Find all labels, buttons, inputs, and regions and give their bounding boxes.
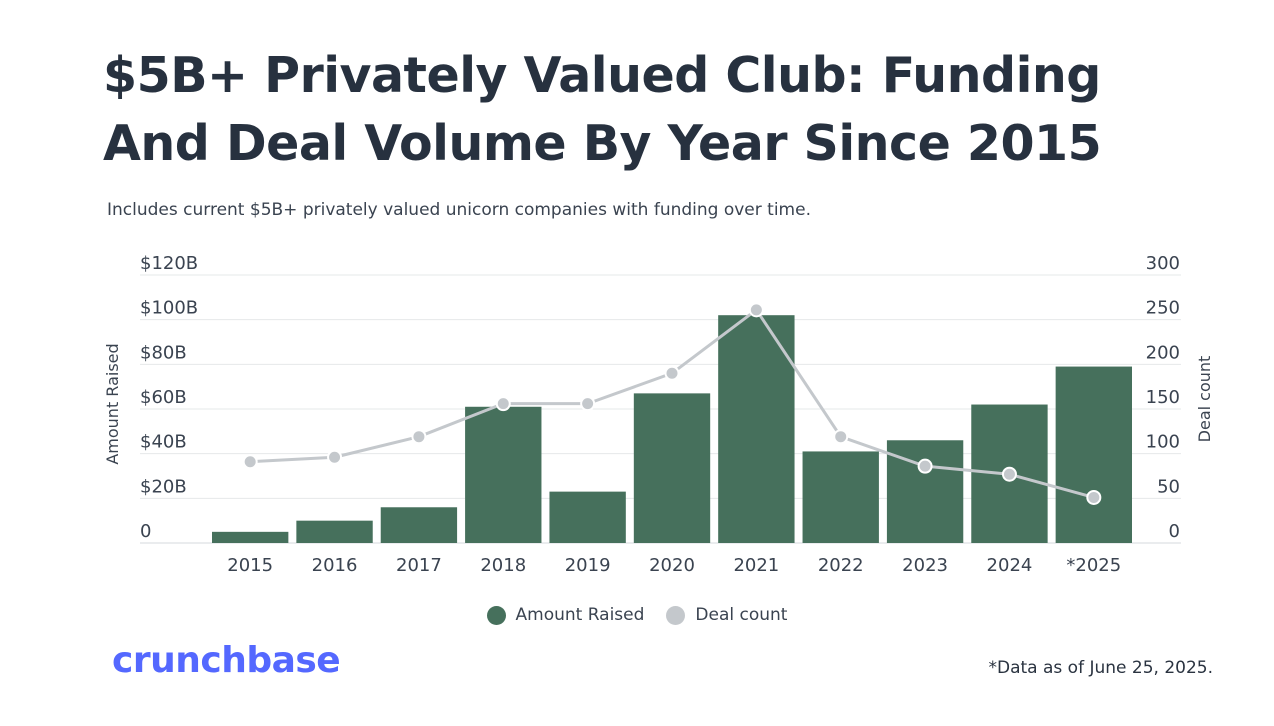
y2-axis-title: Deal count <box>1195 356 1214 443</box>
deal-count-point <box>242 454 258 470</box>
y2-tick-label: 50 <box>1157 476 1180 497</box>
bar <box>802 451 879 543</box>
bar <box>296 520 373 543</box>
bar <box>465 406 542 543</box>
y2-tick-label: 100 <box>1146 432 1180 453</box>
bar-series <box>212 315 1132 543</box>
y-tick-label: $60B <box>140 387 187 408</box>
x-tick-label: 2015 <box>227 555 273 576</box>
legend: Amount Raised Deal count <box>0 605 1274 625</box>
legend-label-deal-count: Deal count <box>695 605 788 625</box>
x-tick-label: 2021 <box>733 555 779 576</box>
legend-item-deal-count[interactable]: Deal count <box>666 605 787 625</box>
bar <box>1055 366 1132 543</box>
x-tick-label: 2024 <box>987 555 1033 576</box>
deal-count-point <box>411 429 427 445</box>
y2-tick-label: 150 <box>1146 387 1180 408</box>
y-tick-label: $40B <box>140 432 187 453</box>
y2-tick-label: 250 <box>1146 298 1180 319</box>
chart-subtitle: Includes current $5B+ privately valued u… <box>107 200 811 220</box>
legend-swatch-deal-count <box>666 605 686 625</box>
deal-count-point <box>495 396 511 412</box>
y-tick-label: $80B <box>140 342 187 363</box>
x-tick-label: *2025 <box>1066 555 1121 576</box>
y-tick-label: $20B <box>140 476 187 497</box>
deal-count-point <box>917 458 933 474</box>
y2-tick-label: 300 <box>1146 253 1180 274</box>
crunchbase-logo: crunchbase <box>112 640 341 681</box>
deal-count-point <box>748 302 764 318</box>
deal-count-point <box>664 365 680 381</box>
bar <box>549 491 626 543</box>
bar <box>212 531 289 543</box>
y2-tick-label: 200 <box>1146 342 1180 363</box>
y-tick-label: $100B <box>140 298 198 319</box>
axis-labels: 0 0 $20B 50 $40B 100 $60B 150 $80B 200 $100B 250 $12… <box>103 253 1214 576</box>
deal-count-point <box>580 396 596 412</box>
x-tick-label: 2019 <box>565 555 611 576</box>
x-tick-label: 2020 <box>649 555 695 576</box>
x-tick-label: 2023 <box>902 555 948 576</box>
footnote: *Data as of June 25, 2025. <box>988 658 1214 678</box>
y-tick-label: 0 <box>140 521 151 542</box>
bar <box>718 315 795 543</box>
line-series <box>242 302 1102 505</box>
bar <box>380 507 458 543</box>
x-tick-label: 2016 <box>312 555 358 576</box>
x-tick-label: 2018 <box>480 555 526 576</box>
x-tick-label: 2022 <box>818 555 864 576</box>
deal-count-point <box>833 429 849 445</box>
y2-tick-label: 0 <box>1169 521 1180 542</box>
legend-swatch-amount-raised <box>486 605 506 625</box>
combo-chart: 0 0 $20B 50 $40B 100 $60B 150 $80B 200 $100B 250 $12… <box>103 253 1214 576</box>
bar <box>633 393 711 543</box>
x-tick-label: 2017 <box>396 555 442 576</box>
legend-item-amount-raised[interactable]: Amount Raised <box>486 605 645 625</box>
y-axis-title: Amount Raised <box>103 343 122 464</box>
chart-title: $5B+ Privately Valued Club: Funding And … <box>103 47 1102 172</box>
legend-label-amount-raised: Amount Raised <box>515 605 645 625</box>
deal-count-point <box>1001 466 1017 482</box>
deal-count-point <box>327 449 343 465</box>
y-tick-label: $120B <box>140 253 198 274</box>
deal-count-point <box>1086 489 1102 505</box>
